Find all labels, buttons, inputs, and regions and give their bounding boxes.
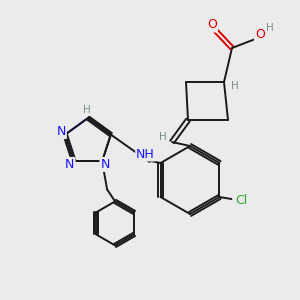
Text: Cl: Cl: [235, 194, 248, 206]
Text: H: H: [159, 132, 167, 142]
Text: O: O: [207, 19, 217, 32]
Text: N: N: [65, 158, 75, 171]
Text: H: H: [231, 81, 239, 91]
Text: H: H: [266, 23, 274, 33]
Text: N: N: [56, 125, 66, 138]
Text: O: O: [255, 28, 265, 40]
Text: NH: NH: [136, 148, 155, 160]
Text: N: N: [100, 158, 110, 171]
Text: H: H: [83, 105, 91, 115]
